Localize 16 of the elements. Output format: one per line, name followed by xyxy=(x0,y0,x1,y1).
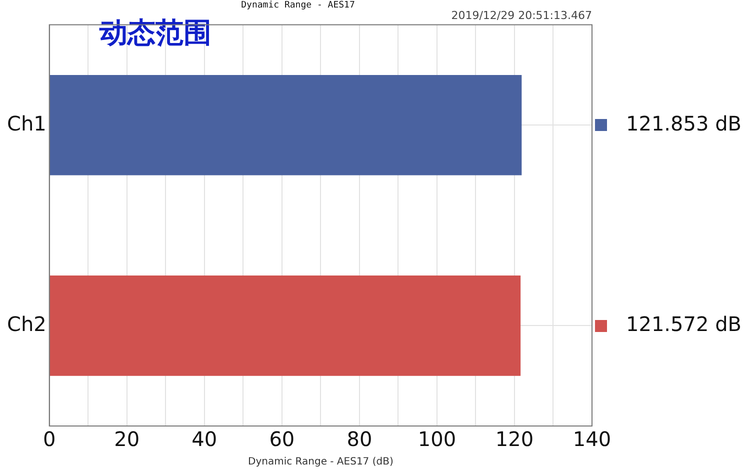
text: 2019/12/29 20:51:13.467 xyxy=(451,9,592,22)
x-tick-label: 80 xyxy=(346,427,372,452)
x-tick-label: 100 xyxy=(418,427,456,452)
x-tick-label: 120 xyxy=(495,427,534,452)
x-tick-label: 0 xyxy=(43,427,56,452)
x-tick-label: 40 xyxy=(192,427,218,452)
data-label: 121.572 dB xyxy=(626,312,742,336)
x-tick-label: 20 xyxy=(114,427,140,452)
chart-title: Dynamic Range - AES17 xyxy=(241,0,355,11)
x-tick-label: 60 xyxy=(269,427,295,452)
x-axis-title: Dynamic Range - AES17 (dB) xyxy=(248,456,394,468)
annotation: 动态范围 xyxy=(98,16,212,50)
y-tick-label: Ch2 xyxy=(6,312,46,336)
y-tick-label: Ch1 xyxy=(6,111,46,136)
data-label: 121.853 dB xyxy=(626,111,742,136)
x-tick-label: 140 xyxy=(572,427,612,452)
